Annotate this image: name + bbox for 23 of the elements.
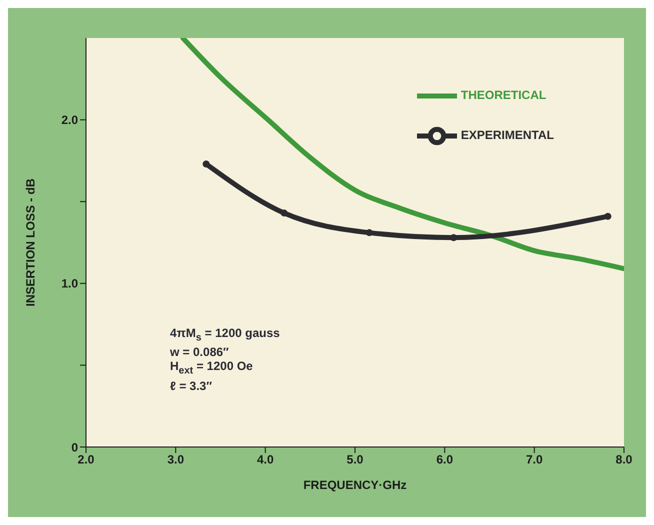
y-tick-label: 0 (71, 440, 78, 454)
x-tick-label: 2.0 (78, 452, 95, 467)
point (604, 212, 612, 220)
x-tick-label: 7.0 (526, 452, 543, 467)
annotation: ℓ = 3.3″ (170, 378, 213, 393)
x-tick-label: 3.0 (167, 452, 184, 467)
point (202, 160, 210, 168)
annotation: w = 0.086″ (170, 345, 230, 360)
y-tick-label: 2.0 (61, 113, 78, 128)
annotation: H$_{ext}$ = 1200 Oe (170, 359, 254, 379)
x-tick-label: 6.0 (436, 452, 454, 467)
x-tick-label: 4.0 (256, 452, 274, 467)
legend-label: EXPERIMENTAL (460, 128, 554, 142)
point (366, 229, 373, 236)
point (280, 210, 288, 217)
y-tick-label: 1.0 (61, 276, 78, 291)
x-axis-title: FREQUENCY·GHz (303, 478, 407, 492)
point (450, 234, 458, 242)
legend-label: THEORETICAL (460, 88, 546, 102)
x-tick-label: 8.0 (616, 452, 633, 467)
annotation: 4πM$_{s}$ = 1200 gauss (170, 326, 280, 346)
y-axis-title: INSERTION LOSS - dB (23, 178, 38, 307)
x-tick-label: 5.0 (346, 452, 364, 467)
